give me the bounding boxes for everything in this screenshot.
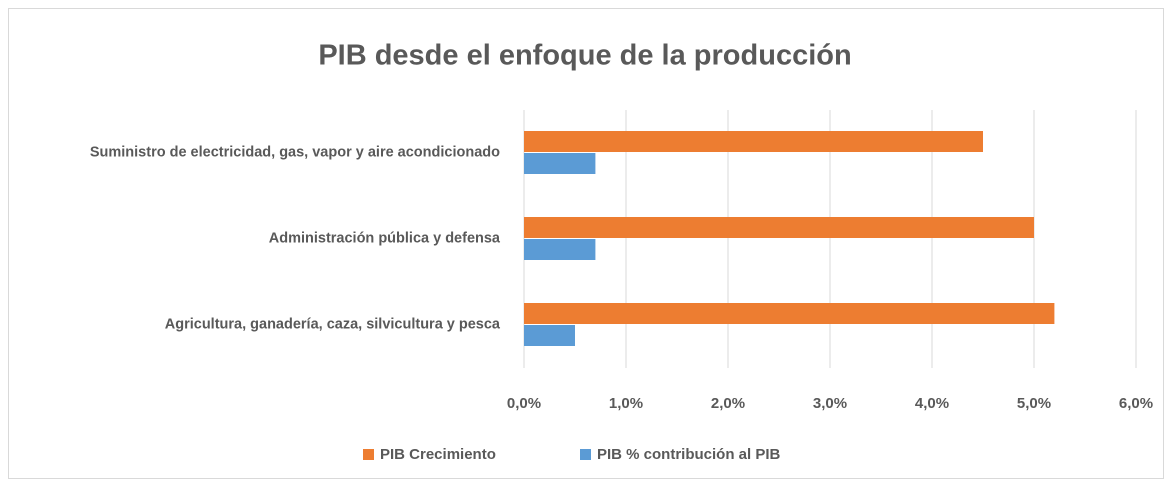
x-tick-label: 6,0%: [1119, 395, 1153, 412]
chart-title: PIB desde el enfoque de la producción: [318, 40, 851, 72]
x-tick-label: 1,0%: [609, 395, 643, 412]
x-tick-label: 5,0%: [1017, 395, 1051, 412]
bar: [524, 239, 596, 260]
bar: [524, 131, 983, 152]
legend-swatch: [363, 449, 374, 460]
bar: [524, 325, 575, 346]
legend-label: PIB Crecimiento: [380, 446, 496, 463]
category-label-box: Agricultura, ganadería, caza, silvicultu…: [0, 314, 500, 335]
legend-swatch: [580, 449, 591, 460]
legend-label: PIB % contribución al PIB: [597, 446, 781, 463]
bar: [524, 303, 1055, 324]
bar: [524, 217, 1034, 238]
category-label-box: Administración pública y defensa: [0, 228, 500, 249]
y-tick-label: Administración pública y defensa: [268, 230, 500, 247]
x-tick-label: 0,0%: [507, 395, 541, 412]
x-tick-label: 4,0%: [915, 395, 949, 412]
y-tick-label: Suministro de electricidad, gas, vapor y…: [89, 144, 500, 161]
y-tick-label: Agricultura, ganadería, caza, silvicultu…: [164, 316, 500, 333]
x-tick-label: 3,0%: [813, 395, 847, 412]
category-label-box: Suministro de electricidad, gas, vapor y…: [0, 142, 500, 163]
bar: [524, 153, 596, 174]
x-tick-label: 2,0%: [711, 395, 745, 412]
